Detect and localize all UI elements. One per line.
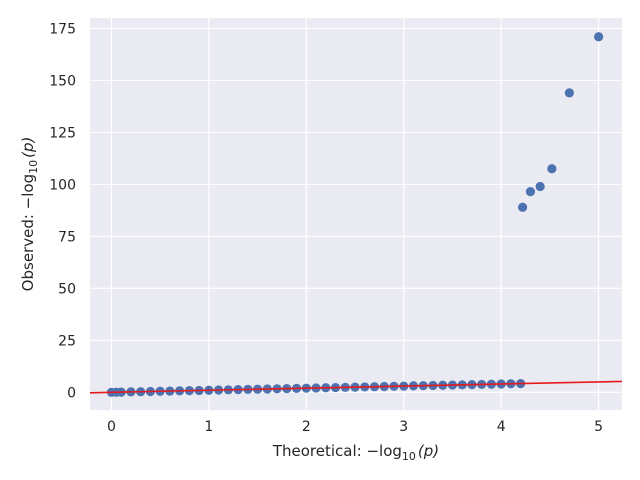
y-axis-label-prefix: Observed: −log	[19, 174, 37, 291]
data-point	[518, 202, 528, 212]
data-point	[594, 32, 604, 42]
x-tick-label: 2	[302, 419, 311, 435]
y-tick-label: 0	[67, 385, 76, 401]
data-point	[525, 187, 536, 197]
x-axis-label-prefix: Theoretical: −log	[272, 442, 402, 460]
x-tick-label: 1	[204, 419, 213, 435]
grid	[90, 18, 622, 410]
y-tick-label: 125	[49, 125, 76, 141]
y-axis-label-suffix: (p)	[19, 137, 37, 158]
x-axis-label-suffix: (p)	[418, 442, 439, 460]
data-point	[535, 181, 545, 192]
x-axis-ticks: 0 1 2 3 4 5	[107, 419, 603, 435]
data-point	[564, 88, 574, 98]
y-tick-label: 25	[58, 333, 76, 349]
y-tick-label: 75	[58, 229, 76, 245]
y-tick-label: 50	[58, 281, 76, 297]
y-tick-label: 150	[49, 73, 76, 89]
y-axis-label: Observed: −log10 (p)	[19, 137, 40, 292]
y-tick-label: 175	[49, 21, 76, 37]
y-tick-label: 100	[49, 177, 76, 193]
y-axis-label-subscript: 10	[27, 160, 40, 174]
x-tick-label: 5	[594, 419, 603, 435]
reference-line-group	[89, 380, 623, 394]
scatter-points	[106, 32, 604, 397]
reference-line	[89, 380, 623, 394]
x-axis-label-subscript: 10	[402, 450, 416, 463]
data-point	[547, 164, 557, 174]
x-axis-label: Theoretical: −log10 (p)	[272, 442, 439, 463]
x-tick-label: 4	[497, 419, 506, 435]
x-tick-label: 3	[399, 419, 408, 435]
plot-area	[90, 18, 622, 410]
x-tick-label: 0	[107, 419, 116, 435]
y-axis-ticks: 0 25 50 75 100 125 150 175	[49, 21, 76, 401]
